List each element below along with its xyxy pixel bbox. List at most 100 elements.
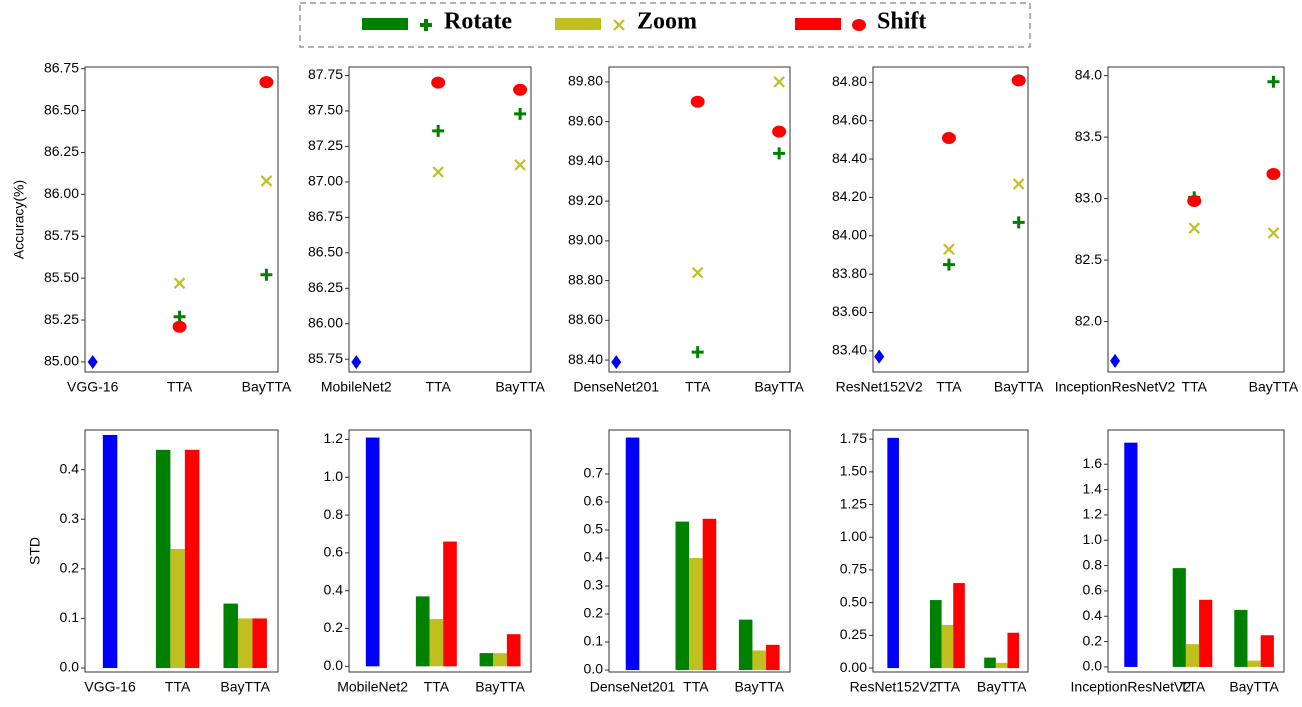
plot-frame	[872, 66, 1029, 373]
x-tick-label: TTA	[165, 679, 191, 695]
x-tick-label: BayTTA	[1229, 679, 1279, 695]
y-tick-label: 1.25	[840, 495, 867, 511]
x-tick-label: TTA	[683, 679, 709, 695]
point	[1012, 216, 1025, 229]
bar	[102, 434, 118, 669]
y-tick-label: 87.75	[308, 66, 343, 82]
point	[513, 83, 528, 96]
point	[87, 354, 98, 369]
bar	[479, 653, 494, 667]
x-tick-label: InceptionResNetV2	[1055, 379, 1176, 395]
y-tick-label: 0.8	[1083, 556, 1103, 572]
bar	[170, 549, 185, 669]
point	[773, 147, 786, 160]
point	[1012, 178, 1025, 190]
y-tick-label: 86.25	[44, 143, 79, 159]
point	[1110, 353, 1121, 368]
bar	[184, 449, 200, 669]
x-tick-label: BayTTA	[220, 679, 270, 695]
bar	[1260, 635, 1274, 667]
bar	[887, 437, 899, 669]
x-tick-label: BayTTA	[734, 679, 784, 695]
bar	[929, 600, 942, 669]
bar	[237, 618, 253, 669]
point	[431, 76, 446, 89]
point	[432, 124, 445, 137]
x-tick-label: TTA	[1180, 679, 1206, 695]
point	[691, 266, 704, 279]
point	[941, 131, 956, 144]
x-tick-label: InceptionResNetV2	[1071, 679, 1192, 695]
y-axis-label: Accuracy(%)	[11, 180, 27, 259]
point	[1267, 75, 1280, 88]
bar	[689, 558, 703, 671]
y-tick-label: 0.00	[840, 659, 867, 675]
x-tick-label: ResNet152V2	[836, 379, 923, 395]
plot-frame	[1107, 66, 1285, 373]
bar	[365, 437, 380, 667]
plot-frame	[348, 66, 532, 373]
point	[351, 355, 362, 370]
point	[173, 277, 186, 289]
y-tick-label: 0.2	[324, 619, 344, 635]
point	[772, 125, 787, 138]
bar	[702, 518, 717, 671]
x-tick-label: TTA	[935, 679, 961, 695]
bar	[766, 644, 780, 671]
y-tick-label: 84.00	[832, 227, 867, 243]
y-tick-label: 87.00	[308, 173, 343, 189]
x-tick-label: TTA	[167, 379, 193, 395]
bar	[675, 521, 690, 671]
y-tick-label: 83.0	[1075, 189, 1102, 205]
bar	[252, 618, 267, 669]
y-tick-label: 87.50	[308, 102, 343, 118]
point	[259, 76, 274, 89]
y-tick-label: 85.75	[44, 227, 79, 243]
legend-marker	[852, 19, 866, 31]
y-tick-label: 88.60	[568, 311, 603, 327]
y-tick-label: 0.4	[584, 549, 604, 565]
y-tick-label: 0.50	[840, 593, 867, 609]
y-tick-label: 83.60	[832, 303, 867, 319]
bar	[506, 634, 521, 667]
y-tick-label: 86.75	[308, 208, 343, 224]
bar	[415, 596, 430, 667]
y-tick-label: 0.2	[60, 560, 80, 576]
bar	[1185, 644, 1200, 667]
y-tick-label: 0.2	[1083, 632, 1103, 648]
y-tick-label: 82.0	[1075, 312, 1102, 328]
y-tick-label: 83.40	[832, 342, 867, 358]
y-tick-label: 0.4	[60, 460, 80, 476]
y-tick-label: 0.4	[1083, 607, 1103, 623]
y-tick-label: 86.00	[44, 185, 79, 201]
y-tick-label: 89.00	[568, 232, 603, 248]
y-tick-label: 86.50	[308, 244, 343, 260]
point	[514, 159, 526, 171]
point	[942, 258, 955, 271]
point	[1266, 167, 1281, 180]
y-tick-label: 0.4	[324, 581, 344, 597]
y-tick-label: 89.60	[568, 112, 603, 128]
bar	[1234, 609, 1248, 667]
y-tick-label: 0.7	[584, 465, 604, 481]
x-tick-label: DenseNet201	[573, 379, 659, 395]
x-tick-label: DenseNet201	[590, 679, 676, 695]
y-tick-label: 0.6	[584, 493, 604, 509]
plot-frame	[84, 66, 279, 373]
bar	[1007, 632, 1020, 669]
bar	[625, 437, 640, 671]
y-tick-label: 84.20	[832, 188, 867, 204]
y-tick-label: 88.40	[568, 351, 603, 367]
x-tick-label: TTA	[685, 379, 711, 395]
point	[260, 175, 273, 187]
plot-frame	[872, 429, 1029, 673]
bar	[155, 449, 171, 669]
bar	[738, 619, 753, 671]
plot-frame	[84, 429, 279, 673]
x-tick-label: TTA	[936, 379, 962, 395]
y-tick-label: 84.80	[832, 73, 867, 89]
bar	[1124, 442, 1138, 667]
legend-swatch	[362, 18, 408, 30]
y-tick-label: 1.2	[1083, 506, 1103, 522]
